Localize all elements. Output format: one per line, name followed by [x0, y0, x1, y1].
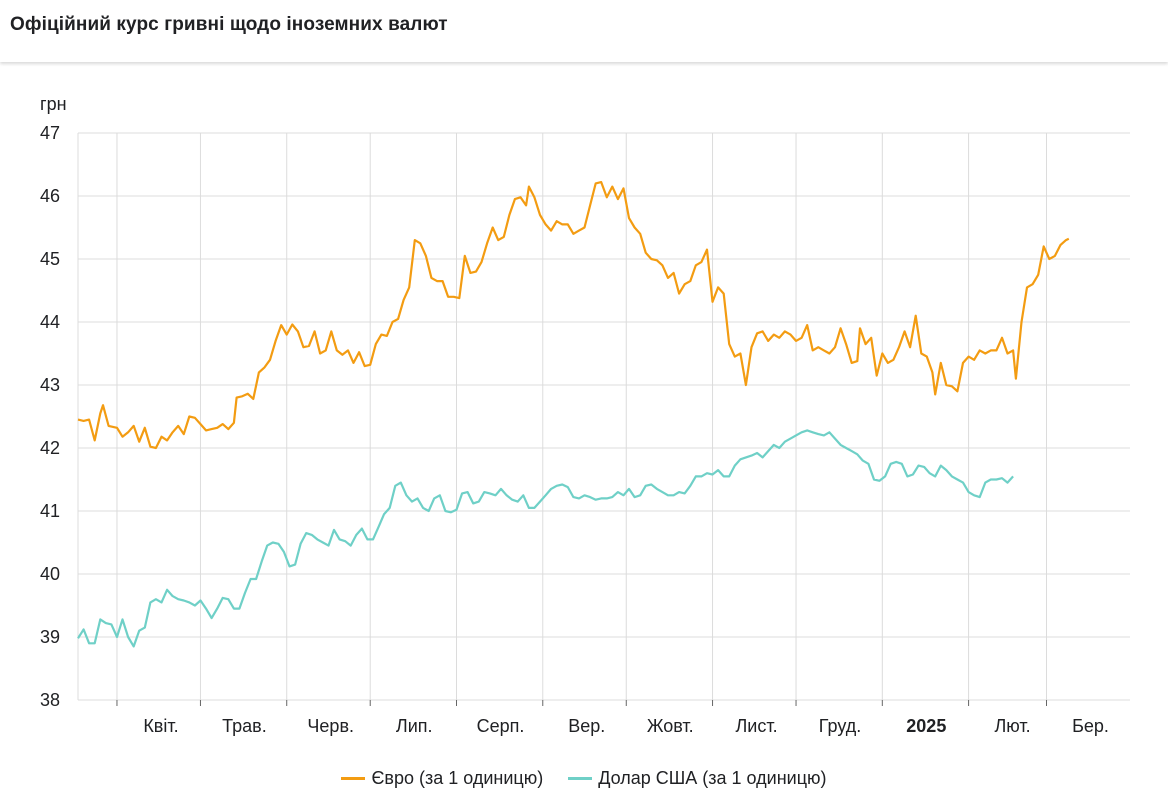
x-tick-label: Лист.	[735, 716, 777, 736]
y-tick-label: 39	[40, 627, 60, 647]
page-header: Офіційний курс гривні щодо іноземних вал…	[0, 0, 1168, 62]
y-axis-label: грн	[40, 94, 67, 114]
y-tick-label: 46	[40, 186, 60, 206]
legend-swatch-usd	[568, 777, 593, 780]
x-tick-label: Лют.	[994, 716, 1030, 736]
page-title: Офіційний курс гривні щодо іноземних вал…	[10, 14, 448, 35]
legend-item-euro[interactable]: Євро (за 1 одиницю)	[341, 768, 543, 789]
y-axis: грн 38 39 40 41 42 43 44 45 46 47	[40, 94, 67, 710]
x-tick-label: Бер.	[1072, 716, 1109, 736]
y-tick-label: 42	[40, 438, 60, 458]
x-axis: Квіт. Трав. Черв. Лип. Серп. Вер. Жовт. Лист. Гр…	[116, 700, 1109, 736]
y-tick-label: 40	[40, 564, 60, 584]
x-tick-label: Трав.	[222, 716, 267, 736]
y-tick-label: 41	[40, 501, 60, 521]
y-tick-label: 38	[40, 690, 60, 710]
legend-item-usd[interactable]: Долар США (за 1 одиницю)	[568, 768, 827, 789]
y-tick-label: 45	[40, 249, 60, 269]
x-tick-label: Черв.	[307, 716, 354, 736]
y-tick-label: 47	[40, 123, 60, 143]
x-tick-label: Квіт.	[143, 716, 178, 736]
series-lines	[77, 181, 1070, 648]
x-tick-label: Жовт.	[647, 716, 694, 736]
x-tick-label: Серп.	[477, 716, 525, 736]
x-tick-label: Лип.	[396, 716, 433, 736]
legend: Євро (за 1 одиницю) Долар США (за 1 один…	[0, 764, 1168, 789]
series-line-euro	[77, 181, 1070, 450]
legend-swatch-euro	[341, 777, 366, 780]
legend-label-usd: Долар США (за 1 одиницю)	[598, 768, 827, 788]
x-tick-label: Груд.	[819, 716, 861, 736]
exchange-rate-chart: грн 38 39 40 41 42 43 44 45 46 47 Квіт. Трав. Черв. Л…	[40, 94, 1130, 736]
x-tick-label: 2025	[906, 716, 946, 736]
y-tick-label: 43	[40, 375, 60, 395]
grid	[77, 132, 1130, 701]
series-line-usd	[77, 429, 1014, 648]
legend-label-euro: Євро (за 1 одиницю)	[371, 768, 544, 788]
y-tick-label: 44	[40, 312, 60, 332]
x-tick-label: Вер.	[568, 716, 605, 736]
